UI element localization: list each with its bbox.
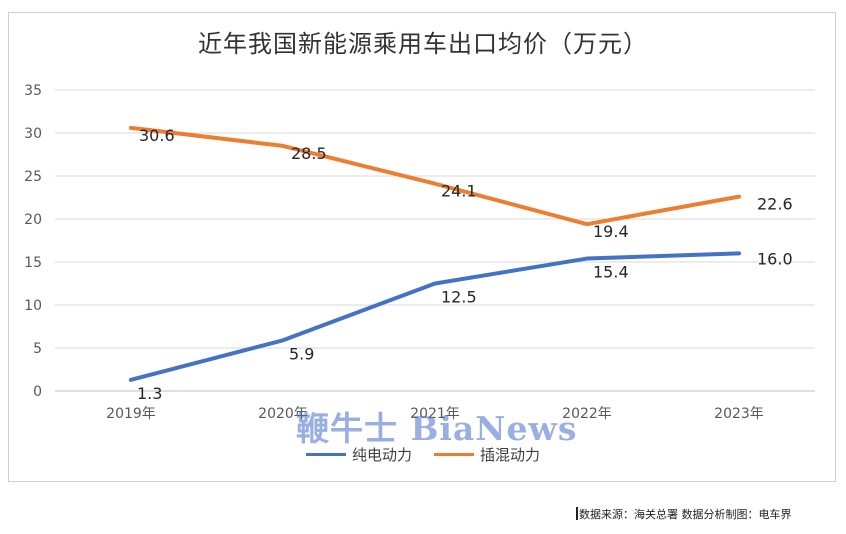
data-label: 16.0 — [757, 249, 793, 268]
y-tick-label: 0 — [33, 384, 42, 400]
x-tick-label: 2020年 — [258, 406, 308, 422]
data-label: 12.5 — [441, 288, 477, 307]
source-note: 数据来源：海关总署 数据分析制图：电车界 — [576, 506, 792, 522]
series-line-phev — [129, 125, 741, 227]
data-label: 19.4 — [593, 222, 629, 241]
y-tick-label: 30 — [24, 126, 42, 142]
legend-swatch-bev — [305, 453, 346, 456]
legend-swatch-phev — [434, 453, 474, 456]
x-tick-label: 2021年 — [410, 406, 460, 422]
legend-item-phev: 插混动力 — [434, 444, 540, 465]
data-label: 5.9 — [289, 344, 314, 363]
y-tick-label: 35 — [24, 83, 42, 99]
watermark: 鞭牛士 BiaNews — [296, 409, 578, 448]
legend: 纯电动力 插混动力 — [0, 444, 846, 465]
y-tick-label: 5 — [33, 341, 42, 357]
data-label: 1.3 — [137, 384, 162, 403]
x-tick-label: 2023年 — [714, 406, 764, 422]
data-label: 15.4 — [593, 263, 629, 282]
legend-label-bev: 纯电动力 — [351, 446, 412, 464]
data-label: 30.6 — [139, 126, 175, 145]
y-tick-label: 15 — [24, 255, 42, 271]
y-tick-label: 25 — [24, 169, 42, 185]
y-tick-label: 10 — [24, 298, 42, 314]
x-tick-label: 2022年 — [562, 406, 612, 422]
data-label: 28.5 — [291, 144, 327, 163]
legend-label-phev: 插混动力 — [480, 446, 541, 464]
legend-item-bev: 纯电动力 — [305, 444, 412, 465]
y-tick-label: 20 — [24, 212, 42, 228]
source-bar — [576, 507, 578, 520]
series-line-bev — [129, 251, 741, 382]
source-text: 数据来源：海关总署 数据分析制图：电车界 — [579, 508, 792, 521]
chart-title: 近年我国新能源乘用车出口均价（万元） — [198, 30, 648, 58]
data-label: 24.1 — [441, 182, 477, 201]
x-tick-label: 2019年 — [106, 406, 156, 422]
data-label: 22.6 — [757, 195, 793, 214]
